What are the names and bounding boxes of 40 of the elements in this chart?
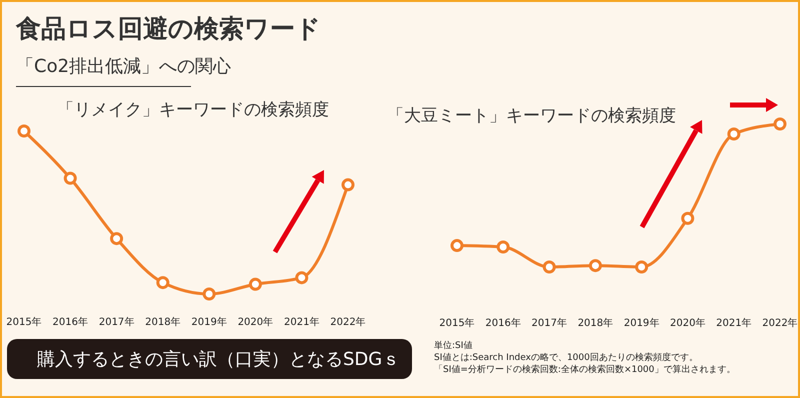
x-tick-label: 2022年 [762,317,798,330]
chart-title: 「リメイク」キーワードの検索頻度 [57,99,329,121]
x-tick-label: 2017年 [532,317,568,330]
text: 「SI値=分析ワードの検索回数:全体の検索回数×1000」で算出されます。 [434,364,736,376]
point [496,240,510,254]
x-tick-label: 2019年 [191,316,227,328]
x-tick-label: 2021年 [284,316,320,328]
point [64,172,77,185]
text: 「Co2排出低減」への関心 [16,55,232,78]
point [588,259,602,272]
point [18,124,30,138]
text: 単位:SI値 [434,340,474,352]
x-tick-label: 2020年 [670,317,706,330]
point [450,239,464,252]
x-tick-label: 2021年 [716,317,752,330]
x-tick-label: 2018年 [145,316,181,328]
x-tick-label: 2020年 [238,316,274,328]
point [202,288,216,300]
text: SI値とは:Search Indexの略で、1000回あたりの検索頻度です。 [434,352,699,364]
x-tick-label: 2015年 [6,316,42,328]
point [774,118,786,130]
x-tick-label: 2019年 [624,317,660,330]
point [110,232,124,246]
x-tick-label: 2022年 [330,316,366,328]
point [635,260,648,274]
text: 食品ロス回避の検索ワード [16,13,321,45]
point [342,178,354,192]
point [156,276,170,290]
x-tick-label: 2016年 [485,317,521,330]
x-tick-label: 2015年 [439,317,475,330]
point [542,260,556,274]
point [295,271,308,284]
point [727,128,740,141]
point [681,212,694,225]
x-tick-label: 2018年 [578,317,614,330]
x-tick-label: 2016年 [52,316,88,328]
x-tick-label: 2017年 [98,316,134,328]
text: 購入するときの言い訳（口実）となるSDGｓ [7,339,412,379]
chart-title: 「大豆ミート」キーワードの検索頻度 [387,105,676,127]
point [248,278,262,291]
